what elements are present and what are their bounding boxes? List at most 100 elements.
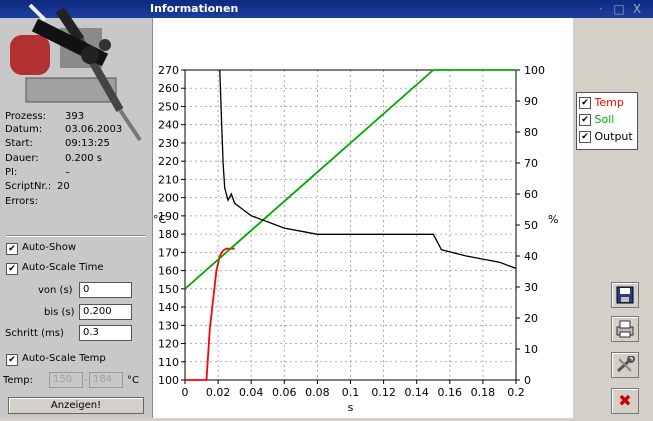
legend-soll-checkbox[interactable]: ✔ <box>579 114 591 126</box>
bis-input[interactable]: 0.200 <box>79 304 132 320</box>
prozess-value: 393 <box>65 111 85 122</box>
start-value: 09:13:25 <box>65 138 110 149</box>
y2-tick-label: 50 <box>524 219 538 232</box>
y-tick-label: 230 <box>158 137 179 150</box>
legend-temp-label: Temp <box>594 96 624 109</box>
y2-tick-label: 20 <box>524 312 538 325</box>
save-button[interactable] <box>611 282 639 308</box>
y-tick-label: 110 <box>158 356 179 369</box>
x-tick-label: 0.06 <box>272 386 297 399</box>
settings-button[interactable] <box>611 352 639 378</box>
auto-scale-time-checkbox[interactable]: ✔ <box>6 263 18 275</box>
legend-temp-checkbox[interactable]: ✔ <box>579 97 591 109</box>
legend-output-label: Output <box>594 130 633 143</box>
y-tick-label: 250 <box>158 100 179 113</box>
y-tick-label: 180 <box>158 228 179 241</box>
x-tick-label: 0.12 <box>371 386 396 399</box>
x-tick-label: 0.2 <box>507 386 525 399</box>
chart-area: 0 0.02 0.04 0.06 0.08 0.1 0.12 0.14 0.16 0.18 0.2 1… <box>153 18 573 418</box>
legend-soll[interactable]: ✔ Soll <box>579 113 614 126</box>
y-tick-label: 260 <box>158 82 179 95</box>
y-tick-label: 130 <box>158 319 179 332</box>
save-icon <box>616 286 634 304</box>
y-tick-label: 190 <box>158 210 179 223</box>
series-line-soll <box>184 69 516 290</box>
temp-from-input[interactable]: 150 <box>49 372 83 388</box>
printer-icon <box>616 320 634 338</box>
y-tick-label: 100 <box>158 374 179 387</box>
print-button[interactable] <box>611 316 639 342</box>
temp-unit: °C <box>127 375 139 386</box>
von-input[interactable]: 0 <box>79 282 132 298</box>
errors-label: Errors: <box>5 196 38 207</box>
pi-value: – <box>65 167 70 178</box>
series-line-output <box>219 69 517 270</box>
x-axis-label: s <box>348 401 354 414</box>
auto-show-checkbox[interactable]: ✔ <box>6 243 18 255</box>
scriptnr-value: 20 <box>57 181 70 192</box>
y-tick-label: 200 <box>158 192 179 205</box>
legend-soll-label: Soll <box>594 113 615 126</box>
y-tick-label: 240 <box>158 119 179 132</box>
auto-scale-temp-label: Auto-Scale Temp <box>22 353 106 364</box>
x-tick-label: 0.1 <box>342 386 360 399</box>
close-button[interactable]: X <box>632 2 642 16</box>
close-x-icon: ✖ <box>618 391 632 410</box>
chart: 0 0.02 0.04 0.06 0.08 0.1 0.12 0.14 0.16 0.18 0.2 1… <box>153 64 558 414</box>
tools-icon <box>616 355 635 373</box>
y-tick-label: 170 <box>158 246 179 259</box>
cancel-button[interactable]: ✖ <box>611 388 639 414</box>
legend-output[interactable]: ✔ Output <box>579 130 633 143</box>
separator <box>6 235 146 237</box>
y2-tick-label: 30 <box>524 281 538 294</box>
bis-label: bis (s) <box>44 307 75 318</box>
legend-temp[interactable]: ✔ Temp <box>579 96 624 109</box>
scriptnr-label: ScriptNr.: <box>5 181 52 192</box>
x-tick-label: 0 <box>182 386 189 399</box>
series-line-temp <box>185 247 235 381</box>
schritt-input[interactable]: 0.3 <box>79 325 132 341</box>
dauer-label: Dauer: <box>5 153 39 164</box>
von-label: von (s) <box>38 285 73 296</box>
y2-tick-label: 100 <box>524 64 545 77</box>
x-tick-label: 0.14 <box>404 386 429 399</box>
y-tick-label: 270 <box>158 64 179 77</box>
x-tick-label: 0.16 <box>438 386 463 399</box>
pi-label: PI: <box>5 167 18 178</box>
schritt-label: Schritt (ms) <box>5 328 64 339</box>
datum-value: 03.06.2003 <box>65 124 123 135</box>
anzeigen-button[interactable]: Anzeigen! <box>8 397 144 414</box>
x-tick-label: 0.04 <box>239 386 264 399</box>
device-image <box>10 3 142 142</box>
temp-label: Temp: <box>3 375 34 386</box>
temp-range-dash: - <box>84 375 88 386</box>
window-title: Informationen <box>150 2 239 15</box>
auto-scale-time-label: Auto-Scale Time <box>22 262 104 273</box>
minimize-button[interactable]: · <box>599 2 603 16</box>
auto-scale-temp-checkbox[interactable]: ✔ <box>6 354 18 366</box>
legend-output-checkbox[interactable]: ✔ <box>579 131 591 143</box>
x-tick-label: 0.08 <box>305 386 330 399</box>
x-tick-label: 0.02 <box>206 386 231 399</box>
y2-tick-label: 70 <box>524 157 538 170</box>
legend: ✔ Temp ✔ Soll ✔ Output <box>576 92 638 150</box>
y2-tick-label: 90 <box>524 95 538 108</box>
maximize-button[interactable]: □ <box>613 2 625 16</box>
start-label: Start: <box>5 138 33 149</box>
y2-tick-label: 80 <box>524 126 538 139</box>
y-tick-label: 210 <box>158 173 179 186</box>
x-tick-label: 0.18 <box>471 386 496 399</box>
temp-to-input[interactable]: 184 <box>89 372 123 388</box>
y-tick-label: 120 <box>158 338 179 351</box>
y-tick-label: 160 <box>158 265 179 278</box>
y-tick-label: 140 <box>158 301 179 314</box>
plot-frame <box>184 69 517 381</box>
dauer-value: 0.200 s <box>65 153 103 164</box>
prozess-label: Prozess: <box>5 111 47 122</box>
y2-axis-label: % <box>548 213 558 226</box>
y2-tick-label: 0 <box>524 374 531 387</box>
y-tick-label: 220 <box>158 155 179 168</box>
y-axis-label: °C <box>153 213 167 226</box>
y2-tick-label: 40 <box>524 250 538 263</box>
y2-tick-label: 60 <box>524 188 538 201</box>
